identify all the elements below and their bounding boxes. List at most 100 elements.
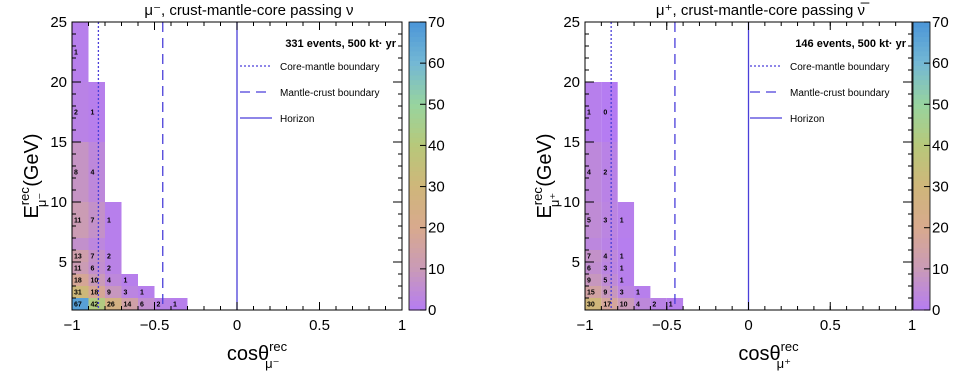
heatmap-cell <box>601 262 618 274</box>
heatmap-cell <box>105 286 122 298</box>
color-bar-segment <box>913 142 930 148</box>
cell-label: 4 <box>587 170 591 177</box>
color-bar-tick-label: 40 <box>428 137 445 154</box>
color-bar-frame <box>408 21 427 311</box>
cell-label: 4 <box>603 254 607 261</box>
color-bar-segment <box>409 266 426 273</box>
color-bar-segment <box>913 156 930 162</box>
x-tick-label: 1 <box>908 317 916 334</box>
cell-label: 2 <box>652 302 656 309</box>
cell-label: 7 <box>91 254 95 261</box>
color-bar-tick-label: 30 <box>428 179 445 196</box>
heatmap-cell <box>601 298 618 310</box>
color-bar-segment <box>913 190 930 196</box>
heatmap-cell <box>585 238 602 250</box>
heatmap-cell <box>585 202 602 238</box>
color-bar-segment <box>409 223 426 229</box>
color-bar-segment <box>913 170 930 177</box>
heatmap-cell <box>88 262 105 274</box>
x-axis-label: cosθrec μ⁺ <box>738 339 799 371</box>
color-bar-segment <box>409 84 426 90</box>
cell-label: 31 <box>74 290 82 297</box>
color-bar-segment <box>913 223 930 229</box>
legend: 331 events, 500 kt· yr Core-mantle bounda… <box>240 38 397 125</box>
y-axis: 5 10 15 20 25 <box>50 14 402 299</box>
color-bar-segment <box>409 22 426 28</box>
color-bar-segment <box>913 113 930 119</box>
y-tick-label: 15 <box>563 134 580 151</box>
color-bar-tick-label: 10 <box>428 261 445 278</box>
cell-label: 7 <box>91 218 95 225</box>
color-bar-segment <box>409 185 426 191</box>
x-tick-label: −1 <box>576 317 593 334</box>
color-bar-segment <box>913 242 930 249</box>
heatmap-cell <box>601 286 618 298</box>
color-bar-segment <box>913 175 930 181</box>
y-tick-label: 5 <box>572 254 580 271</box>
color-bar-tick-label: 0 <box>428 302 436 319</box>
color-bar: 0 10 20 30 40 50 60 70 <box>408 14 445 319</box>
color-bar: 0 10 20 30 40 50 60 70 <box>912 14 949 319</box>
legend-entry: Core-mantle boundary <box>280 62 380 73</box>
chart-title: μ⁺, crust-mantle-core passing ν̅ <box>656 2 870 19</box>
color-bar-segment <box>913 70 930 76</box>
chart-title: μ⁻, crust-mantle-core passing ν <box>144 2 353 19</box>
heatmap-cell <box>585 274 602 286</box>
heatmap-cell <box>105 262 122 274</box>
color-bar-segment <box>409 271 426 277</box>
color-bar-segment <box>913 214 930 220</box>
heatmap-cell <box>88 298 105 310</box>
cell-label: 1 <box>620 254 624 261</box>
color-bar-segment <box>409 290 426 297</box>
color-bar-segment <box>409 228 426 234</box>
cell-label: 1 <box>74 50 78 57</box>
color-bar-tick-label: 0 <box>932 302 940 319</box>
cell-label: 3 <box>603 218 607 225</box>
color-bar-segment <box>409 233 426 239</box>
color-bar-segment <box>913 262 930 268</box>
color-bar-segment <box>409 46 426 52</box>
cell-label: 42 <box>91 302 99 309</box>
cell-label: 3 <box>603 266 607 273</box>
heatmap-cell <box>105 202 122 238</box>
color-bar-segment <box>409 55 426 61</box>
cell-label: 1 <box>140 290 144 297</box>
y-tick-label: 25 <box>50 14 67 31</box>
heatmap-cell <box>634 286 651 298</box>
y-tick-label: 15 <box>50 134 67 151</box>
color-bar-segment <box>409 300 426 306</box>
heatmap-cell <box>617 298 635 310</box>
heatmap-cell <box>88 202 105 238</box>
cell-label: 1 <box>636 290 640 297</box>
color-bar-segment <box>409 286 426 292</box>
heatmap-cell <box>617 286 635 298</box>
color-bar-segment <box>913 185 930 191</box>
color-bar-tick-label: 50 <box>428 96 445 113</box>
y-tick-label: 10 <box>563 194 580 211</box>
heatmap-cell <box>585 286 602 298</box>
cell-label: 3 <box>620 290 624 297</box>
color-bar-segment <box>409 204 426 210</box>
heatmap-cell <box>601 250 618 262</box>
heatmap-cell <box>72 250 89 262</box>
cell-label: 13 <box>74 254 82 261</box>
color-bar-segment <box>913 118 930 124</box>
legend-entry: Horizon <box>790 114 824 125</box>
color-bar-segment <box>409 26 426 33</box>
cell-label: 6 <box>587 266 591 273</box>
color-bar-segment <box>409 199 426 205</box>
cell-label: 4 <box>107 278 111 285</box>
cell-label: 2 <box>74 110 78 117</box>
color-bar-segment <box>409 262 426 268</box>
color-bar-segment <box>409 118 426 124</box>
color-bar-segment <box>409 247 426 253</box>
color-bar-segment <box>913 84 930 90</box>
panel-1: 67 42 26 14 6 2 131 18 9 3 118 10 4 111 6 213 7 211 7 18 42 1… <box>17 2 445 371</box>
heatmap-cell <box>171 298 188 310</box>
color-bar-segment <box>913 103 930 109</box>
heatmap-cell <box>601 238 618 250</box>
color-bar-segment <box>913 22 930 28</box>
color-bar-segment <box>913 233 930 239</box>
color-bar-segment <box>409 122 426 129</box>
color-bar-segment <box>913 79 930 85</box>
